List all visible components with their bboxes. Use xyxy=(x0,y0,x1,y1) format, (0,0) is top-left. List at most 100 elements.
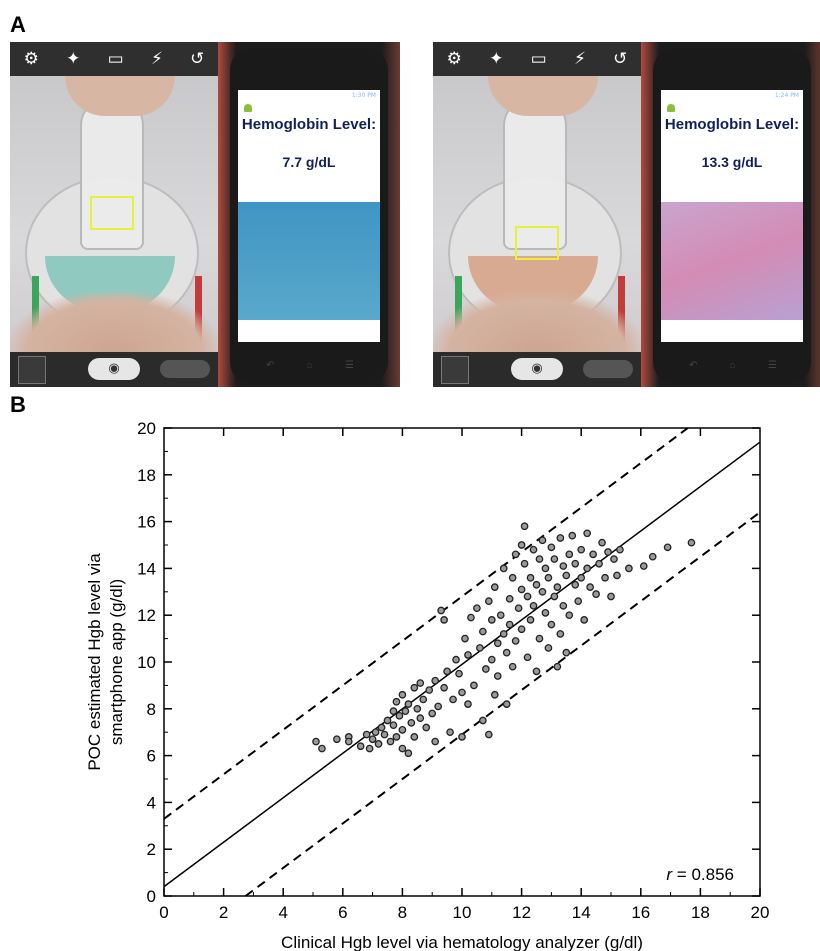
magic-wand-icon: ✦ xyxy=(66,49,81,69)
y-tick-label: 10 xyxy=(137,653,156,672)
back-icon: ↶ xyxy=(689,360,698,371)
hemoglobin-label: Hemoglobin Level: xyxy=(241,116,377,133)
data-point xyxy=(523,653,532,662)
data-point xyxy=(479,716,487,725)
data-point xyxy=(499,630,508,638)
data-point xyxy=(487,616,496,624)
data-point xyxy=(371,728,380,737)
data-point xyxy=(386,737,395,746)
data-point xyxy=(639,562,648,570)
hemoglobin-value: 13.3 g/dL xyxy=(701,154,763,170)
switch-camera-icon: ↺ xyxy=(190,49,205,69)
aspect-icon: ▭ xyxy=(530,49,547,69)
data-point xyxy=(562,571,571,580)
x-tick-label: 16 xyxy=(631,903,650,922)
data-point xyxy=(416,714,425,723)
data-point xyxy=(461,634,469,643)
y-axis-title-line1: POC estimated Hgb level via xyxy=(85,553,104,771)
data-point xyxy=(529,545,538,554)
correlation-symbol: r xyxy=(666,865,673,884)
data-point xyxy=(458,733,466,741)
data-point xyxy=(532,580,541,589)
x-tick-label: 10 xyxy=(453,903,472,922)
data-point xyxy=(365,744,374,753)
data-point xyxy=(410,683,419,692)
data-point xyxy=(407,718,416,727)
data-point xyxy=(508,662,517,671)
correlation-annotation: r = 0.856 xyxy=(666,865,734,884)
data-point xyxy=(473,604,481,613)
flash-off-icon: ⚡ xyxy=(573,49,586,69)
data-point xyxy=(481,665,490,673)
data-point xyxy=(344,737,353,746)
data-point xyxy=(547,543,556,552)
data-point xyxy=(380,730,389,739)
x-tick-label: 8 xyxy=(398,903,407,922)
y-tick-label: 2 xyxy=(147,840,156,859)
android-icon xyxy=(244,104,252,112)
data-point xyxy=(541,609,550,617)
y-tick-label: 16 xyxy=(137,513,156,532)
settings-icon: ⚙ xyxy=(23,49,39,69)
data-point xyxy=(663,543,672,552)
data-point xyxy=(517,541,526,549)
data-point xyxy=(383,716,392,725)
color-swatch xyxy=(238,202,380,320)
data-point xyxy=(467,613,475,622)
data-point xyxy=(544,573,553,582)
x-tick-label: 18 xyxy=(691,903,710,922)
data-point xyxy=(517,625,526,634)
camera-viewfinder xyxy=(10,76,218,352)
data-point xyxy=(392,697,401,706)
data-point xyxy=(392,733,401,741)
data-points xyxy=(312,522,696,758)
data-point xyxy=(362,730,371,739)
data-point xyxy=(556,534,565,542)
data-point xyxy=(526,616,535,624)
camera-toolbar: ⚙ ✦ ▭ ⚡ ↺ xyxy=(10,42,218,76)
data-point xyxy=(389,707,398,715)
data-point xyxy=(395,711,404,720)
data-point xyxy=(571,580,580,589)
data-point xyxy=(517,585,526,594)
data-point xyxy=(464,700,472,708)
finger xyxy=(488,76,598,116)
plot-frame xyxy=(163,427,761,897)
camera-controls: ◉ xyxy=(10,352,218,387)
data-point xyxy=(547,620,556,629)
y-tick-label: 14 xyxy=(137,559,156,578)
finger xyxy=(65,76,175,116)
data-point xyxy=(389,721,398,730)
data-point xyxy=(464,651,472,659)
camera-controls: ◉ xyxy=(433,352,641,387)
data-point xyxy=(520,559,529,568)
focus-frame xyxy=(515,226,559,260)
mode-toggle xyxy=(583,360,633,378)
camera-toolbar: ⚙ ✦ ▭ ⚡ ↺ xyxy=(433,42,641,76)
camera-preview: ⚙ ✦ ▭ ⚡ ↺ ◉ xyxy=(10,42,218,387)
data-point xyxy=(490,583,499,591)
data-point xyxy=(484,730,493,739)
hand xyxy=(433,292,641,352)
phone: 1:30 PM Hemoglobin Level: 7.7 g/dL ↶ ⌂ ☰ xyxy=(218,42,400,387)
data-point xyxy=(583,564,592,573)
data-point xyxy=(562,648,571,657)
x-axis: 0 2 4 6 8 10 12 14 16 18 20 xyxy=(159,428,769,922)
data-point xyxy=(598,538,606,547)
data-point xyxy=(583,529,592,538)
data-point xyxy=(553,662,562,671)
data-point xyxy=(377,723,386,732)
test-stem xyxy=(503,96,567,250)
x-tick-label: 0 xyxy=(159,903,168,922)
correlation-value: = 0.856 xyxy=(672,865,734,884)
shutter-icon: ◉ xyxy=(511,358,563,380)
data-point xyxy=(404,749,413,758)
data-point xyxy=(312,737,320,746)
data-point xyxy=(511,637,520,645)
mode-toggle xyxy=(160,360,210,378)
y-tick-label: 6 xyxy=(147,747,156,766)
camera-preview: ⚙ ✦ ▭ ⚡ ↺ ◉ xyxy=(433,42,641,387)
y-tick-label: 0 xyxy=(147,887,156,906)
phone-nav: ↶ ⌂ ☰ xyxy=(673,360,793,374)
